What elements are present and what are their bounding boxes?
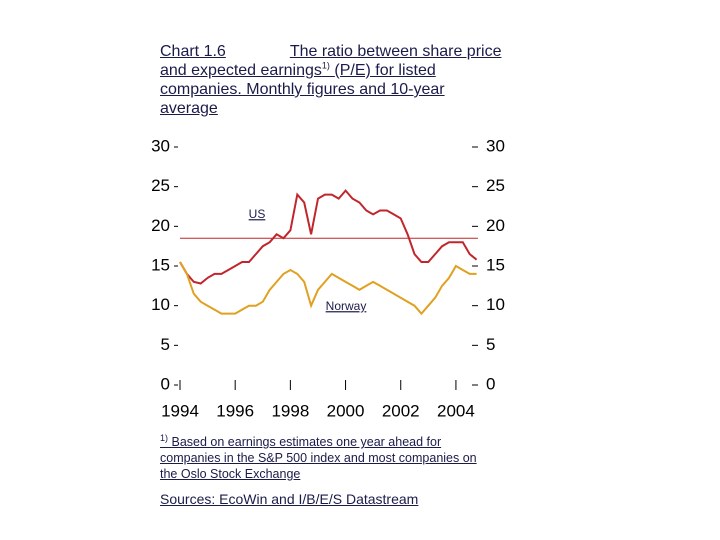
title-footnote-mark: 1) (321, 60, 330, 71)
y2-tick-label: 30 (486, 136, 505, 155)
x-tick-label: 1996 (216, 401, 254, 420)
x-tick-label: 2002 (382, 401, 420, 420)
x-tick-label: 2000 (327, 401, 365, 420)
footnote: 1) Based on earnings estimates one year … (160, 432, 490, 482)
y-tick-label: 25 (151, 176, 170, 195)
y-tick-label: 5 (161, 335, 170, 354)
chart-number: Chart 1.6 (160, 43, 226, 60)
y2-tick-label: 25 (486, 176, 505, 195)
y2-tick-label: 10 (486, 295, 505, 314)
y-tick-label: 15 (151, 255, 170, 274)
footnote-mark: 1) (160, 432, 169, 443)
chart-title: Chart 1.6 The ratio between share price a… (160, 42, 505, 118)
footnote-text: Based on earnings estimates one year ahe… (160, 435, 477, 481)
title-rest: (P/E) for listed companies. Monthly figu… (160, 62, 445, 117)
sources: Sources: EcoWin and I/B/E/S Datastream (160, 491, 419, 507)
y-tick-label: 10 (151, 295, 170, 314)
series-line (179, 189, 478, 285)
series-label: US (249, 207, 266, 221)
x-tick-label: 1998 (271, 401, 309, 420)
y2-tick-label: 0 (486, 374, 495, 393)
series-line (179, 261, 477, 316)
y-tick-label: 0 (161, 374, 170, 393)
y2-tick-label: 5 (486, 335, 495, 354)
x-tick-label: 1994 (161, 401, 199, 420)
x-tick-label: 2004 (437, 401, 475, 420)
y2-tick-label: 15 (486, 255, 505, 274)
series-label: Norway (326, 299, 367, 313)
title-text: The ratio between share price and expect… (160, 43, 502, 79)
y2-tick-label: 20 (486, 216, 505, 235)
y-tick-label: 20 (151, 216, 170, 235)
y-tick-label: 30 (151, 136, 170, 155)
